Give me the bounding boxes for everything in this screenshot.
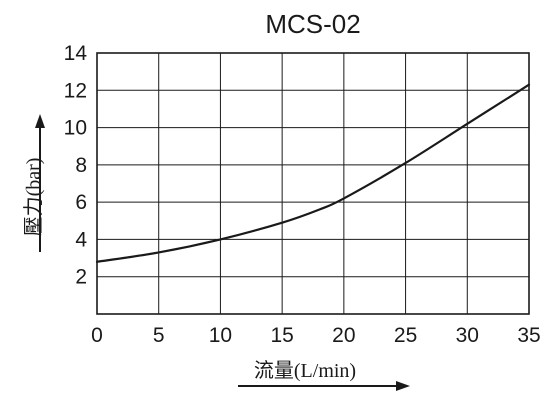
y-tick-label: 12	[64, 79, 87, 102]
x-tick-label: 20	[332, 324, 355, 347]
x-tick-label: 25	[394, 324, 417, 347]
x-tick-label: 30	[456, 324, 479, 347]
y-tick-label: 2	[75, 266, 87, 289]
x-axis-label: 流量(L/min)	[254, 359, 356, 382]
y-tick-label: 6	[75, 191, 87, 214]
y-axis-label: 壓力(bar)	[22, 158, 45, 237]
plot-frame	[96, 52, 530, 315]
x-axis-arrow-head	[396, 381, 410, 391]
chart-title: MCS-02	[265, 9, 360, 39]
x-tick-label: 35	[517, 324, 540, 347]
pressure-flow-curve	[95, 83, 531, 263]
x-tick-label: 15	[270, 324, 293, 347]
x-axis-ticks: 0 5 10 15 20 25 30 35	[91, 324, 541, 347]
y-axis-ticks: 2 4 6 8 10 12 14	[64, 42, 88, 289]
x-tick-label: 10	[209, 324, 232, 347]
x-tick-label: 0	[91, 324, 103, 347]
y-tick-label: 8	[75, 154, 87, 177]
y-tick-label: 10	[64, 117, 87, 140]
y-tick-label: 14	[64, 42, 88, 65]
x-tick-label: 5	[153, 324, 165, 347]
grid	[97, 53, 529, 314]
y-axis-arrow-head	[35, 114, 45, 128]
y-tick-label: 4	[75, 228, 87, 251]
